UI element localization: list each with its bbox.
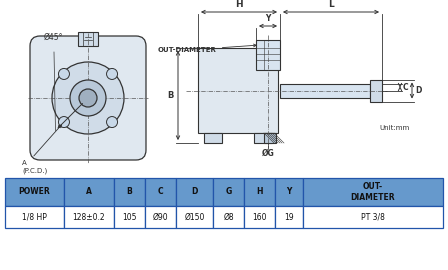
Bar — [213, 178, 244, 206]
Bar — [145, 178, 176, 206]
Text: L: L — [328, 0, 334, 9]
Circle shape — [58, 117, 69, 127]
Text: OUT-
DIAMETER: OUT- DIAMETER — [351, 182, 395, 202]
Bar — [64, 206, 114, 228]
Text: H: H — [256, 187, 263, 197]
Circle shape — [79, 89, 97, 107]
Bar — [254, 133, 272, 143]
Text: Y: Y — [286, 187, 292, 197]
Text: 19: 19 — [284, 212, 294, 221]
Text: Unit:mm: Unit:mm — [380, 125, 410, 131]
Text: A: A — [86, 187, 92, 197]
Bar — [176, 206, 213, 228]
Circle shape — [52, 62, 124, 134]
Text: Ø45°: Ø45° — [44, 33, 64, 42]
Text: B: B — [168, 91, 174, 100]
Circle shape — [70, 80, 106, 116]
Text: 128±0.2: 128±0.2 — [73, 212, 105, 221]
Bar — [280, 83, 370, 97]
Bar — [176, 178, 213, 206]
Bar — [114, 206, 145, 228]
FancyBboxPatch shape — [30, 36, 146, 160]
Text: ØG: ØG — [262, 149, 274, 158]
Text: POWER: POWER — [19, 187, 50, 197]
Bar — [114, 178, 145, 206]
Bar — [256, 40, 280, 70]
Text: 160: 160 — [252, 212, 267, 221]
Bar — [303, 178, 443, 206]
Bar — [244, 206, 275, 228]
Bar — [64, 178, 114, 206]
Bar — [244, 178, 275, 206]
Circle shape — [58, 69, 69, 79]
Text: D: D — [415, 86, 422, 95]
Circle shape — [107, 117, 117, 127]
Text: OUT-DIAMETER: OUT-DIAMETER — [158, 44, 256, 53]
Text: H: H — [235, 0, 243, 9]
Text: Y: Y — [265, 14, 271, 23]
Text: B: B — [127, 187, 132, 197]
Text: 105: 105 — [122, 212, 137, 221]
Bar — [78, 32, 98, 46]
Bar — [275, 178, 303, 206]
Bar — [370, 79, 382, 102]
Text: PT 3/8: PT 3/8 — [361, 212, 385, 221]
Bar — [275, 206, 303, 228]
Bar — [303, 206, 443, 228]
Text: A
(P.C.D.): A (P.C.D.) — [22, 160, 47, 174]
Text: 1/8 HP: 1/8 HP — [22, 212, 47, 221]
Bar — [264, 133, 276, 143]
Text: G: G — [225, 187, 232, 197]
Text: Ø150: Ø150 — [184, 212, 205, 221]
Text: Ø8: Ø8 — [223, 212, 234, 221]
Bar — [213, 206, 244, 228]
Text: C: C — [158, 187, 164, 197]
Bar — [5, 206, 64, 228]
Bar — [145, 206, 176, 228]
Text: C: C — [403, 83, 409, 92]
Bar — [198, 48, 278, 133]
Text: Ø90: Ø90 — [153, 212, 168, 221]
Bar — [5, 178, 64, 206]
Text: D: D — [191, 187, 198, 197]
Bar — [204, 133, 222, 143]
Circle shape — [107, 69, 117, 79]
